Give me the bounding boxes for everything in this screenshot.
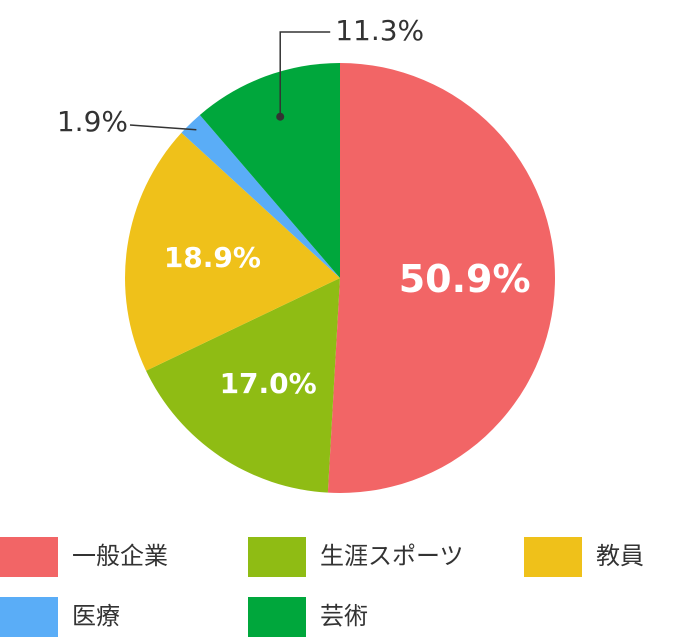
slice-label: 50.9% [399,257,531,301]
pie-slice [327,63,556,493]
legend-swatch [0,597,58,637]
leader-line [129,124,197,131]
pie-slice [124,132,340,371]
legend-label: 一般企業 [72,542,168,570]
pie-slice [199,62,340,278]
legend-label: 教員 [596,542,644,570]
legend-swatch [248,597,306,637]
legend-label: 医療 [72,602,120,630]
pie-slice [181,114,340,279]
legend-swatch [524,537,582,577]
pie-slice [146,278,340,493]
legend-label: 芸術 [320,602,368,630]
legend-swatch [248,537,306,577]
legend-swatch [0,537,58,577]
slice-label: 17.0% [220,367,317,400]
slice-label: 11.3% [335,14,424,47]
slice-label: 18.9% [164,241,261,274]
legend-label: 生涯スポーツ [320,542,464,570]
slice-label: 1.9% [57,105,128,138]
leader-line [279,31,331,117]
